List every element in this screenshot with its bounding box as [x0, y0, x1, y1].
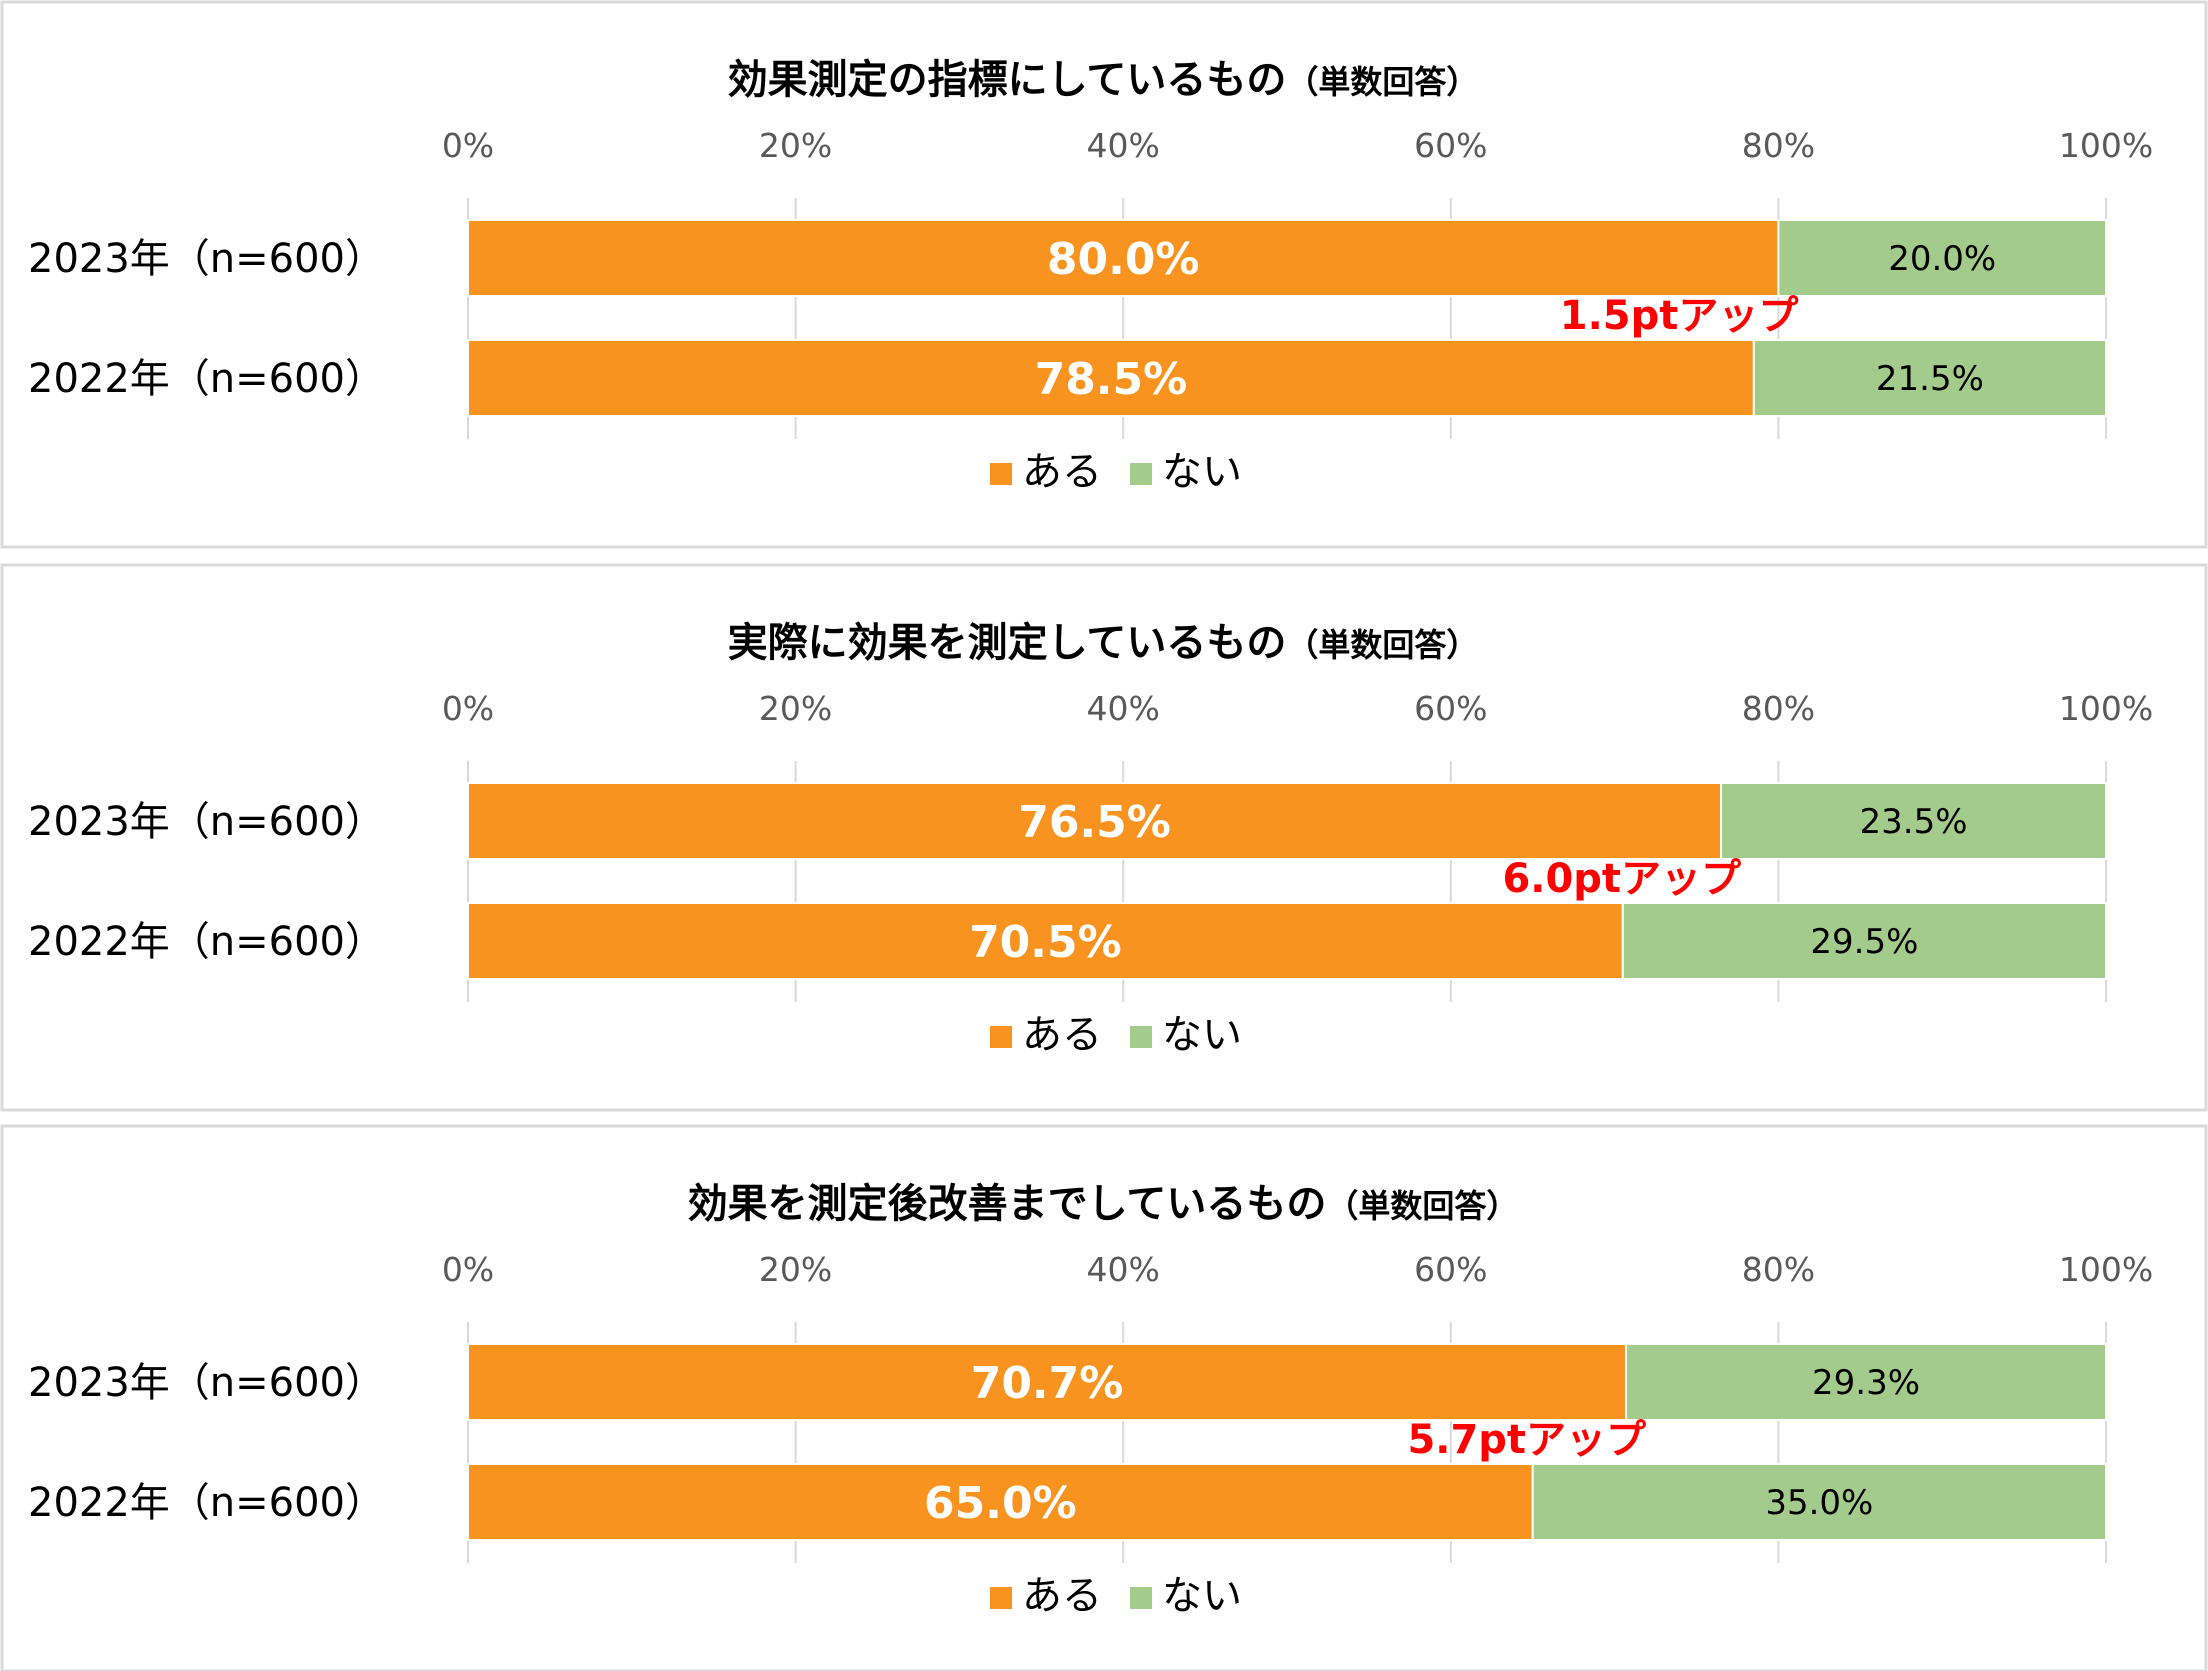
legend-swatch-yes: [990, 463, 1012, 485]
x-tick-label: 100%: [2059, 1250, 2153, 1289]
legend-swatch-no: [1130, 1026, 1152, 1048]
x-tick-label: 80%: [1742, 1250, 1815, 1289]
legend-label-no: ない: [1162, 1573, 1242, 1619]
bar-yes: [467, 1463, 1534, 1541]
data-label-yes: 78.5%: [1035, 354, 1188, 405]
category-label: 2023年（n=600）: [28, 799, 385, 845]
data-label-no: 29.5%: [1810, 922, 1918, 962]
x-tick-label: 40%: [1087, 1250, 1160, 1289]
bar-no: [1720, 782, 2107, 860]
x-tick-label: 20%: [759, 1250, 832, 1289]
bar-no: [1625, 1343, 2108, 1421]
bar-yes: [467, 902, 1624, 980]
x-tick-label: 0%: [442, 126, 494, 165]
chart-title-note: （単数回答）: [1286, 63, 1478, 101]
x-tick-label: 20%: [759, 689, 832, 728]
category-label: 2022年（n=600）: [28, 919, 385, 965]
bar-yes: [467, 339, 1755, 417]
change-annotation: 6.0ptアップ: [1502, 856, 1741, 902]
bar-yes: [467, 1343, 1628, 1421]
legend-label-no: ない: [1162, 449, 1242, 495]
data-label-yes: 70.5%: [969, 917, 1122, 968]
x-tick-label: 80%: [1742, 689, 1815, 728]
x-tick-label: 60%: [1414, 689, 1487, 728]
legend-label-yes: ある: [1022, 1573, 1102, 1619]
data-label-no: 29.3%: [1812, 1363, 1920, 1403]
chart-panel-2: 実際に効果を測定しているもの（単数回答） 0% 20% 40% 60% 80% 100% 20…: [0, 563, 2208, 1112]
category-label: 2022年（n=600）: [28, 1480, 385, 1526]
chart-panel-1: 効果測定の指標にしているもの（単数回答） 0% 20% 40% 60% 80% 100% 20…: [0, 0, 2208, 549]
change-annotation: 1.5ptアップ: [1560, 293, 1799, 339]
bar-yes: [467, 782, 1723, 860]
bar-no: [1621, 902, 2108, 980]
change-annotation: 5.7ptアップ: [1407, 1417, 1646, 1463]
data-label-yes: 70.7%: [971, 1358, 1124, 1409]
x-tick-label: 60%: [1414, 1250, 1487, 1289]
chart-title-note: （単数回答）: [1286, 626, 1478, 664]
data-label-yes: 65.0%: [924, 1478, 1077, 1529]
chart-panel-3: 効果を測定後改善までしているもの（単数回答） 0% 20% 40% 60% 80% 100%…: [0, 1124, 2208, 1671]
legend-swatch-no: [1130, 1587, 1152, 1609]
category-label: 2023年（n=600）: [28, 236, 385, 282]
chart-title-main: 実際に効果を測定しているもの: [728, 620, 1287, 666]
bar-no: [1777, 219, 2108, 297]
data-label-no: 21.5%: [1876, 359, 1984, 399]
legend-label-yes: ある: [1022, 1012, 1102, 1058]
x-tick-label: 60%: [1414, 126, 1487, 165]
legend-swatch-yes: [990, 1587, 1012, 1609]
x-tick-label: 20%: [759, 126, 832, 165]
chart-title: 実際に効果を測定しているもの（単数回答）: [728, 620, 1479, 666]
chart-title-note: （単数回答）: [1326, 1187, 1518, 1225]
chart-title: 効果測定の指標にしているもの（単数回答）: [728, 57, 1479, 103]
legend-swatch-yes: [990, 1026, 1012, 1048]
legend-swatch-no: [1130, 463, 1152, 485]
chart-title: 効果を測定後改善までしているもの（単数回答）: [688, 1181, 1519, 1227]
x-tick-label: 40%: [1087, 689, 1160, 728]
x-tick-label: 100%: [2059, 689, 2153, 728]
x-tick-label: 0%: [442, 689, 494, 728]
chart-title-main: 効果測定の指標にしているもの: [728, 57, 1287, 103]
data-label-yes: 80.0%: [1047, 234, 1200, 285]
data-label-no: 20.0%: [1888, 239, 1996, 279]
data-label-no: 23.5%: [1860, 802, 1968, 842]
bar-no: [1752, 339, 2107, 417]
legend-label-no: ない: [1162, 1012, 1242, 1058]
bar-no: [1531, 1463, 2107, 1541]
chart-title-main: 効果を測定後改善までしているもの: [688, 1181, 1327, 1227]
legend-label-yes: ある: [1022, 449, 1102, 495]
x-tick-label: 100%: [2059, 126, 2153, 165]
category-label: 2022年（n=600）: [28, 356, 385, 402]
x-tick-label: 80%: [1742, 126, 1815, 165]
data-label-no: 35.0%: [1765, 1483, 1873, 1523]
data-label-yes: 76.5%: [1018, 797, 1171, 848]
x-tick-label: 0%: [442, 1250, 494, 1289]
category-label: 2023年（n=600）: [28, 1360, 385, 1406]
x-tick-label: 40%: [1087, 126, 1160, 165]
